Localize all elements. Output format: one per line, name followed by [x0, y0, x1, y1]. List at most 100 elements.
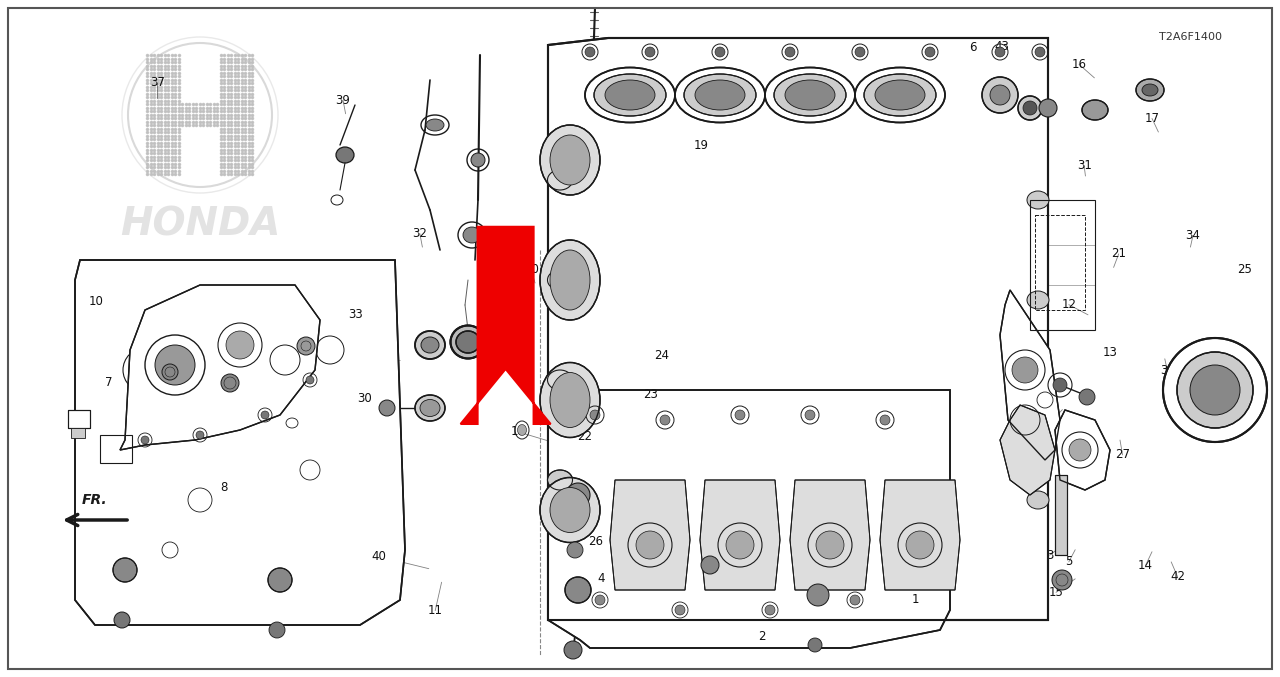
Polygon shape	[548, 38, 1048, 620]
Text: 13: 13	[1102, 345, 1117, 359]
Circle shape	[131, 356, 159, 384]
Text: 26: 26	[588, 535, 603, 548]
Ellipse shape	[335, 147, 355, 163]
Ellipse shape	[855, 68, 945, 123]
Ellipse shape	[415, 331, 445, 359]
Text: 4: 4	[598, 572, 605, 586]
Circle shape	[1079, 389, 1094, 405]
Text: 35: 35	[175, 385, 191, 398]
Text: 31: 31	[1076, 159, 1092, 173]
Text: 17: 17	[1144, 112, 1160, 125]
Text: 3: 3	[1046, 548, 1053, 562]
Circle shape	[982, 77, 1018, 113]
Text: 39: 39	[335, 93, 351, 107]
Circle shape	[808, 638, 822, 652]
Text: 14: 14	[1138, 559, 1153, 572]
Polygon shape	[790, 480, 870, 590]
Ellipse shape	[585, 68, 675, 123]
Polygon shape	[461, 227, 550, 424]
Text: 9: 9	[1046, 416, 1053, 430]
Polygon shape	[700, 480, 780, 590]
Circle shape	[660, 415, 669, 425]
Text: HONDA: HONDA	[120, 206, 280, 244]
Bar	[68, 410, 90, 428]
Circle shape	[855, 47, 865, 57]
Circle shape	[806, 584, 829, 606]
Circle shape	[989, 85, 1010, 105]
Circle shape	[564, 641, 582, 659]
Ellipse shape	[1027, 491, 1050, 509]
Circle shape	[268, 568, 292, 592]
Circle shape	[114, 612, 131, 628]
Text: 37: 37	[150, 76, 165, 89]
Ellipse shape	[548, 170, 572, 190]
Ellipse shape	[594, 74, 666, 116]
Circle shape	[785, 47, 795, 57]
Ellipse shape	[675, 68, 765, 123]
Circle shape	[1036, 47, 1044, 57]
Circle shape	[1164, 338, 1267, 442]
Ellipse shape	[550, 372, 590, 427]
Ellipse shape	[415, 395, 445, 421]
Bar	[1036, 215, 1085, 310]
Circle shape	[155, 345, 195, 385]
Ellipse shape	[550, 135, 590, 185]
Bar	[68, 410, 90, 428]
Ellipse shape	[605, 80, 655, 110]
Ellipse shape	[876, 80, 925, 110]
Ellipse shape	[1027, 291, 1050, 309]
Circle shape	[765, 605, 774, 615]
Text: 43: 43	[995, 39, 1010, 53]
Ellipse shape	[540, 125, 600, 195]
Text: 24: 24	[654, 349, 669, 362]
Text: 21: 21	[1111, 247, 1126, 261]
Circle shape	[595, 595, 605, 605]
Polygon shape	[548, 390, 950, 648]
Text: 19: 19	[694, 139, 709, 152]
Circle shape	[735, 410, 745, 420]
Ellipse shape	[765, 68, 855, 123]
Text: FR.: FR.	[82, 493, 108, 507]
Circle shape	[645, 47, 655, 57]
Ellipse shape	[548, 370, 572, 390]
Bar	[1030, 200, 1094, 330]
Polygon shape	[1055, 410, 1110, 490]
Circle shape	[269, 622, 285, 638]
Ellipse shape	[515, 362, 526, 378]
Circle shape	[995, 47, 1005, 57]
Text: 15: 15	[1048, 586, 1064, 599]
Ellipse shape	[785, 80, 835, 110]
Circle shape	[716, 47, 724, 57]
Text: 25: 25	[1236, 263, 1252, 276]
Ellipse shape	[540, 362, 600, 437]
Polygon shape	[76, 260, 404, 625]
Circle shape	[726, 531, 754, 559]
Circle shape	[141, 436, 148, 444]
Circle shape	[564, 577, 591, 603]
Circle shape	[163, 364, 178, 380]
Polygon shape	[1000, 405, 1055, 495]
Text: 27: 27	[1115, 448, 1130, 462]
Circle shape	[675, 605, 685, 615]
Text: 10: 10	[88, 294, 104, 308]
Circle shape	[1018, 96, 1042, 120]
Text: T2A6F1400: T2A6F1400	[1160, 32, 1222, 42]
Text: 30: 30	[357, 391, 372, 405]
Text: 16: 16	[1071, 58, 1087, 71]
Circle shape	[850, 595, 860, 605]
Circle shape	[567, 542, 582, 558]
Text: 8: 8	[220, 481, 228, 494]
Bar	[100, 435, 132, 463]
Ellipse shape	[420, 399, 440, 416]
Ellipse shape	[548, 470, 572, 490]
Circle shape	[227, 331, 253, 359]
Text: 28: 28	[143, 320, 159, 333]
Circle shape	[196, 431, 204, 439]
Ellipse shape	[1027, 391, 1050, 409]
Text: 38: 38	[269, 317, 284, 330]
Ellipse shape	[548, 270, 572, 290]
Circle shape	[817, 531, 844, 559]
Text: 1: 1	[911, 592, 919, 606]
Text: 2: 2	[758, 630, 765, 643]
Circle shape	[701, 556, 719, 574]
